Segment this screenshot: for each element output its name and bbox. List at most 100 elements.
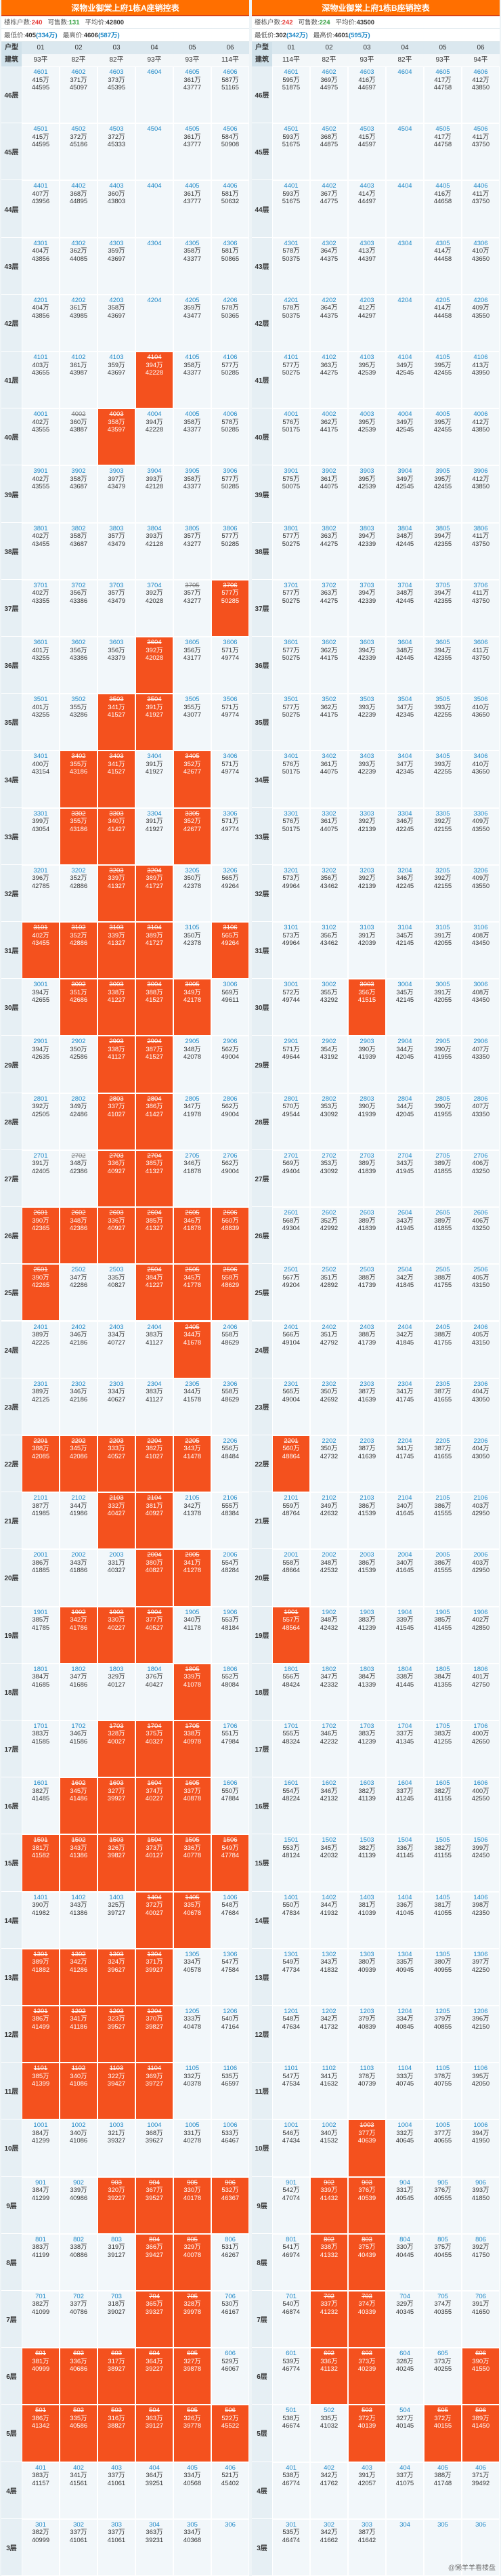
unit-cell[interactable]: 3203 339万 41327 [97, 864, 135, 923]
unit-cell[interactable]: 1102 340万 41086 [60, 2063, 97, 2120]
unit-cell[interactable]: 3902 361万 44075 [310, 465, 348, 523]
unit-cell[interactable]: 1406 548万 47684 [211, 1891, 249, 1949]
unit-cell[interactable]: 1803 329万 40127 [97, 1663, 135, 1720]
unit-cell[interactable]: 406 371万 39492 [462, 2462, 500, 2519]
unit-cell[interactable]: 803 375万 40439 [348, 2233, 386, 2291]
unit-cell[interactable]: 4401 407万 43956 [22, 180, 60, 238]
unit-cell[interactable]: 2304 341万 41745 [386, 1378, 424, 1435]
unit-cell[interactable]: 701 382万 41099 [22, 2290, 60, 2348]
unit-cell[interactable]: 3902 358万 43687 [60, 465, 97, 523]
unit-cell[interactable]: 3105 391万 42055 [424, 922, 462, 979]
unit-cell[interactable]: 2005 341万 41278 [173, 1549, 211, 1607]
unit-cell[interactable]: 604 328万 40245 [386, 2348, 424, 2405]
unit-cell[interactable]: 302 342万 41662 [310, 2518, 348, 2576]
unit-cell[interactable]: 2502 351万 42892 [310, 1264, 348, 1322]
unit-cell[interactable]: 303 337万 41061 [97, 2518, 135, 2576]
unit-cell[interactable]: 904 367万 39527 [135, 2176, 173, 2234]
unit-cell[interactable]: 4503 372万 45333 [97, 123, 135, 181]
unit-cell[interactable]: 1401 390万 41982 [22, 1891, 60, 1949]
unit-cell[interactable]: 2502 347万 42286 [60, 1264, 97, 1322]
unit-cell[interactable]: 703 318万 39027 [97, 2290, 135, 2348]
unit-cell[interactable]: 2903 390万 41939 [348, 1036, 386, 1093]
unit-cell[interactable]: 3903 397万 43479 [97, 465, 135, 523]
unit-cell[interactable]: 2306 558万 48629 [211, 1378, 249, 1435]
unit-cell[interactable]: 906 532万 46367 [211, 2176, 249, 2234]
unit-cell[interactable]: 2406 405万 43150 [462, 1321, 500, 1378]
unit-cell[interactable]: 2706 562万 49004 [211, 1149, 249, 1208]
unit-cell[interactable]: 2301 389万 42125 [22, 1378, 60, 1435]
unit-cell[interactable]: 3104 345万 42145 [386, 922, 424, 979]
unit-cell[interactable]: 4006 412万 43850 [462, 408, 500, 466]
unit-cell[interactable]: 3501 577万 50275 [272, 694, 310, 751]
unit-cell[interactable]: 2606 406万 43250 [462, 1207, 500, 1265]
unit-cell[interactable]: 2802 349万 42486 [60, 1093, 97, 1150]
unit-cell[interactable]: 2706 406万 43250 [462, 1149, 500, 1208]
unit-cell[interactable]: 4405 361万 43777 [173, 180, 211, 238]
unit-cell[interactable]: 1002 340万 41532 [310, 2119, 348, 2177]
unit-cell[interactable]: 603 317万 38927 [97, 2348, 135, 2405]
unit-cell[interactable]: 4403 414万 44497 [348, 180, 386, 238]
unit-cell[interactable]: 3502 362万 44175 [310, 694, 348, 751]
unit-cell[interactable]: 405 334万 40568 [173, 2462, 211, 2519]
unit-cell[interactable]: 3205 350万 42378 [173, 864, 211, 923]
unit-cell[interactable]: 4303 359万 43697 [97, 237, 135, 295]
unit-cell[interactable]: 1403 325万 39727 [97, 1891, 135, 1949]
unit-cell[interactable]: 1404 336万 41045 [386, 1891, 424, 1949]
unit-cell[interactable]: 3803 394万 42339 [348, 522, 386, 580]
unit-cell[interactable]: 1101 547万 47534 [272, 2063, 310, 2120]
unit-cell[interactable]: 2303 387万 41639 [348, 1378, 386, 1435]
unit-cell[interactable]: 1302 343万 41832 [310, 1948, 348, 2006]
unit-cell[interactable]: 4103 359万 43697 [97, 352, 135, 409]
unit-cell[interactable]: 506 389万 41450 [462, 2405, 500, 2462]
unit-cell[interactable]: 2605 346万 41878 [173, 1207, 211, 1265]
unit-cell[interactable]: 2203 387万 41639 [348, 1435, 386, 1493]
unit-cell[interactable]: 1501 381万 41582 [22, 1834, 60, 1892]
unit-cell[interactable]: 2001 386万 41885 [22, 1549, 60, 1607]
unit-cell[interactable]: 3806 411万 43750 [462, 522, 500, 580]
unit-cell[interactable]: 2105 386万 41555 [424, 1492, 462, 1550]
unit-cell[interactable]: 3402 355万 43186 [60, 751, 97, 808]
unit-cell[interactable]: 3603 356万 43379 [97, 637, 135, 694]
unit-cell[interactable]: 2905 390万 41955 [424, 1036, 462, 1093]
unit-cell[interactable]: 502 335万 41032 [310, 2405, 348, 2462]
unit-cell[interactable]: 4301 578万 50375 [272, 237, 310, 295]
unit-cell[interactable]: 1001 546万 47434 [272, 2119, 310, 2177]
unit-cell[interactable]: 3103 339万 41327 [97, 922, 135, 979]
unit-cell[interactable]: 306 [462, 2518, 500, 2576]
unit-cell[interactable]: 2504 384万 41227 [135, 1264, 173, 1322]
unit-cell[interactable]: 3005 391万 42055 [424, 979, 462, 1036]
unit-cell[interactable]: 903 376万 40539 [348, 2176, 386, 2234]
unit-cell[interactable]: 3106 408万 43450 [462, 922, 500, 979]
unit-cell[interactable]: 1603 327万 39927 [97, 1777, 135, 1835]
unit-cell[interactable]: 1305 380万 40955 [424, 1948, 462, 2006]
unit-cell[interactable]: 2304 383万 41127 [135, 1378, 173, 1435]
unit-cell[interactable]: 706 391万 41650 [462, 2290, 500, 2348]
unit-cell[interactable]: 704 365万 39327 [135, 2290, 173, 2348]
unit-cell[interactable]: 1602 345万 41486 [60, 1777, 97, 1835]
unit-cell[interactable]: 4304 [386, 237, 424, 295]
unit-cell[interactable]: 1005 377万 40655 [424, 2119, 462, 2177]
unit-cell[interactable]: 1803 384万 41339 [348, 1663, 386, 1720]
unit-cell[interactable]: 3605 394万 42355 [424, 637, 462, 694]
unit-cell[interactable]: 1903 383万 41239 [348, 1606, 386, 1664]
unit-cell[interactable]: 4601 415万 44595 [22, 66, 60, 124]
unit-cell[interactable]: 404 337万 41075 [386, 2462, 424, 2519]
unit-cell[interactable]: 502 335万 40586 [60, 2405, 97, 2462]
unit-cell[interactable]: 1003 321万 39327 [97, 2119, 135, 2177]
unit-cell[interactable]: 3006 408万 43450 [462, 979, 500, 1036]
unit-cell[interactable]: 1906 553万 48184 [211, 1606, 249, 1664]
unit-cell[interactable]: 303 387万 41642 [348, 2518, 386, 2576]
unit-cell[interactable]: 3306 571万 49774 [211, 807, 249, 865]
unit-cell[interactable]: 2901 394万 42635 [22, 1036, 60, 1093]
unit-cell[interactable]: 1004 368万 39627 [135, 2119, 173, 2177]
unit-cell[interactable]: 3503 393万 42239 [348, 694, 386, 751]
unit-cell[interactable]: 4204 [135, 294, 173, 352]
unit-cell[interactable]: 1206 396万 42150 [462, 2005, 500, 2063]
unit-cell[interactable]: 3304 391万 41927 [135, 807, 173, 865]
unit-cell[interactable]: 3404 391万 41927 [135, 751, 173, 808]
unit-cell[interactable]: 1303 324万 39627 [97, 1948, 135, 2006]
unit-cell[interactable]: 3602 356万 43386 [60, 637, 97, 694]
unit-cell[interactable]: 504 327万 40145 [386, 2405, 424, 2462]
unit-cell[interactable]: 2705 389万 41855 [424, 1149, 462, 1208]
unit-cell[interactable]: 4303 413万 44397 [348, 237, 386, 295]
